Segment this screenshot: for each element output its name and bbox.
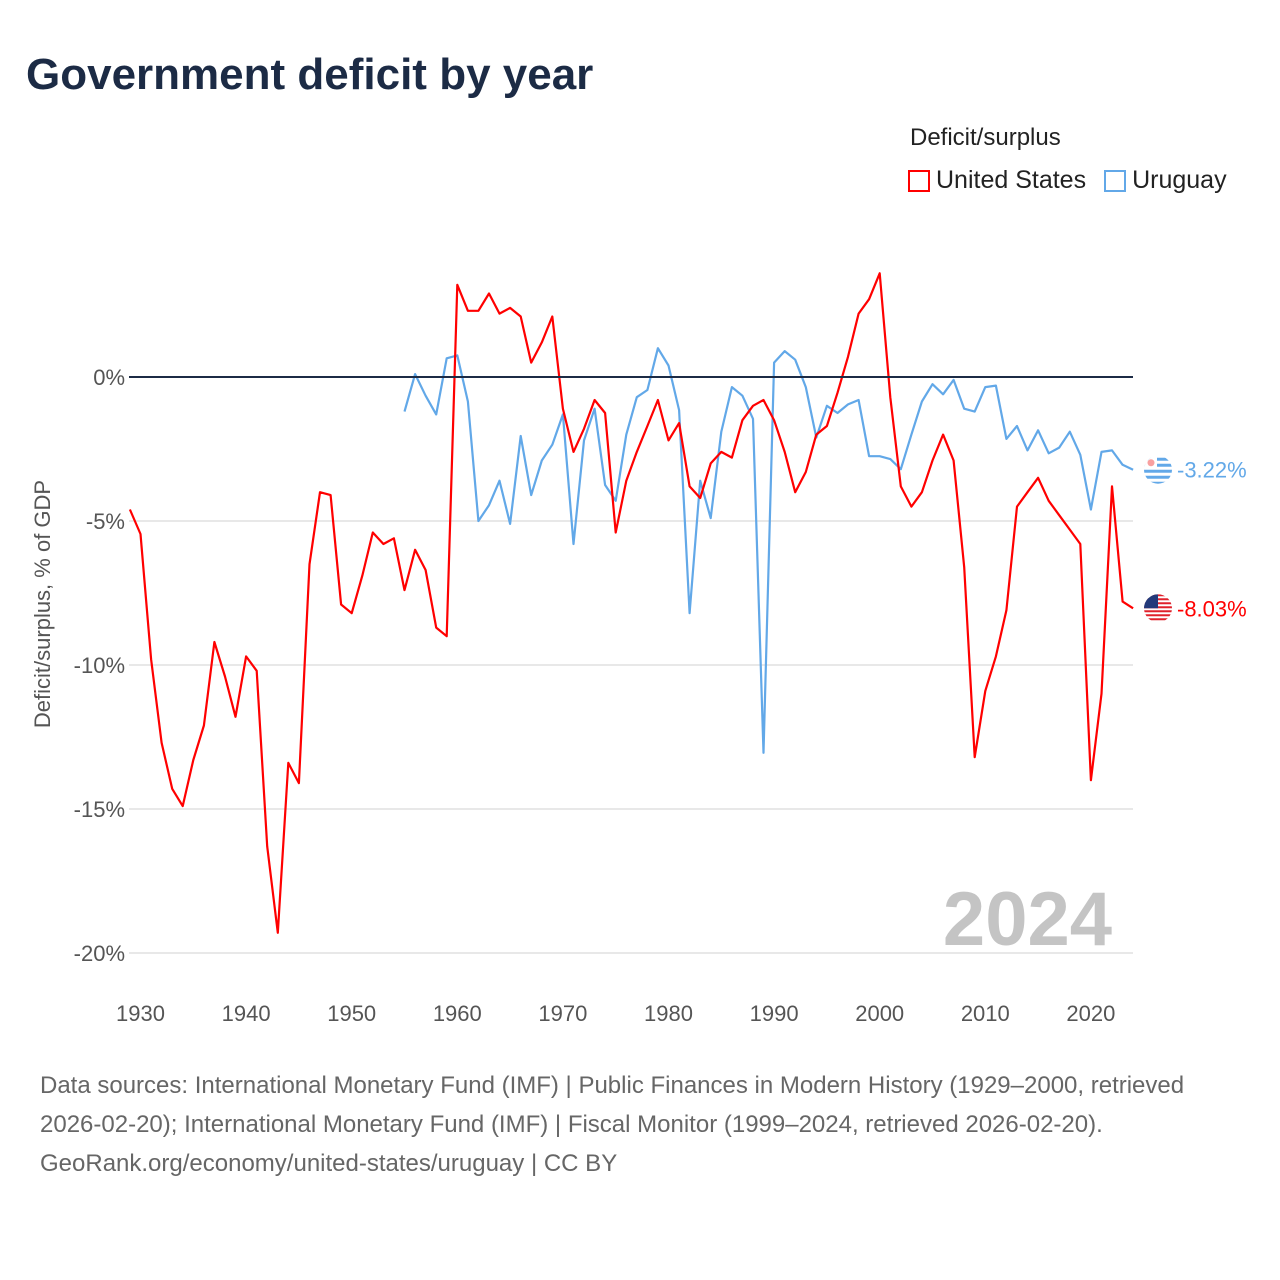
legend-item-uruguay[interactable]: Uruguay bbox=[1104, 166, 1227, 195]
x-tick-label: 2020 bbox=[1066, 1001, 1115, 1026]
flag-stripe bbox=[1144, 469, 1172, 473]
x-tick-label: 1980 bbox=[644, 1001, 693, 1026]
footer: Data sources: International Monetary Fun… bbox=[40, 1066, 1240, 1183]
flag-sun bbox=[1147, 459, 1155, 467]
end-value-label: -3.22% bbox=[1177, 458, 1247, 483]
legend-label: Uruguay bbox=[1132, 166, 1227, 194]
legend-swatch-uruguay bbox=[1104, 169, 1127, 192]
flag-stripe bbox=[1144, 463, 1172, 467]
series-line-united-states bbox=[128, 272, 1134, 934]
uruguay-flag-icon bbox=[1144, 455, 1172, 484]
series-line-uruguay bbox=[403, 347, 1134, 754]
chart-title: Government deficit by year bbox=[26, 50, 594, 99]
x-tick-label: 1940 bbox=[222, 1001, 271, 1026]
credit-link[interactable]: GeoRank.org/economy/united-states/urugua… bbox=[40, 1150, 618, 1177]
flag-stripe bbox=[1144, 614, 1172, 617]
data-sources: Data sources: International Monetary Fun… bbox=[40, 1072, 1185, 1138]
y-tick-label: -5% bbox=[86, 509, 125, 534]
y-axis-label: Deficit/surplus, % of GDP bbox=[30, 480, 55, 728]
y-tick-label: -10% bbox=[74, 653, 125, 678]
x-tick-label: 1950 bbox=[327, 1001, 376, 1026]
flag-stripe bbox=[1144, 481, 1172, 484]
legend: United States Uruguay bbox=[908, 166, 1227, 195]
legend-item-united-states[interactable]: United States bbox=[908, 166, 1086, 195]
legend-swatch-united-states bbox=[908, 169, 930, 192]
chart-area: 2024 0% -5% -10% -15% -20% 1930 1940 1950 1960 197… bbox=[30, 272, 1247, 1026]
y-tick-label: 0% bbox=[93, 365, 125, 390]
flag-stripe bbox=[1144, 618, 1172, 621]
year-watermark: 2024 bbox=[943, 877, 1112, 962]
flag-body bbox=[1144, 594, 1172, 623]
y-tick-label: -15% bbox=[74, 797, 125, 822]
legend-label: United States bbox=[936, 166, 1087, 194]
legend-title: Deficit/surplus bbox=[910, 124, 1061, 151]
x-tick-label: 1960 bbox=[433, 1001, 482, 1026]
flag-stripe bbox=[1144, 457, 1172, 461]
flag-canton bbox=[1144, 594, 1158, 609]
flag-body bbox=[1144, 455, 1172, 484]
flag-stripe bbox=[1144, 475, 1172, 479]
end-value-label: -8.03% bbox=[1177, 596, 1247, 621]
x-tick-label: 2000 bbox=[855, 1001, 904, 1026]
x-tick-label: 1930 bbox=[116, 1001, 165, 1026]
flag-stripe bbox=[1144, 610, 1172, 613]
x-tick-label: 2010 bbox=[961, 1001, 1010, 1026]
x-tick-label: 1990 bbox=[750, 1001, 799, 1026]
us-flag-icon bbox=[1144, 594, 1172, 623]
y-tick-label: -20% bbox=[74, 941, 125, 966]
x-tick-label: 1970 bbox=[538, 1001, 587, 1026]
